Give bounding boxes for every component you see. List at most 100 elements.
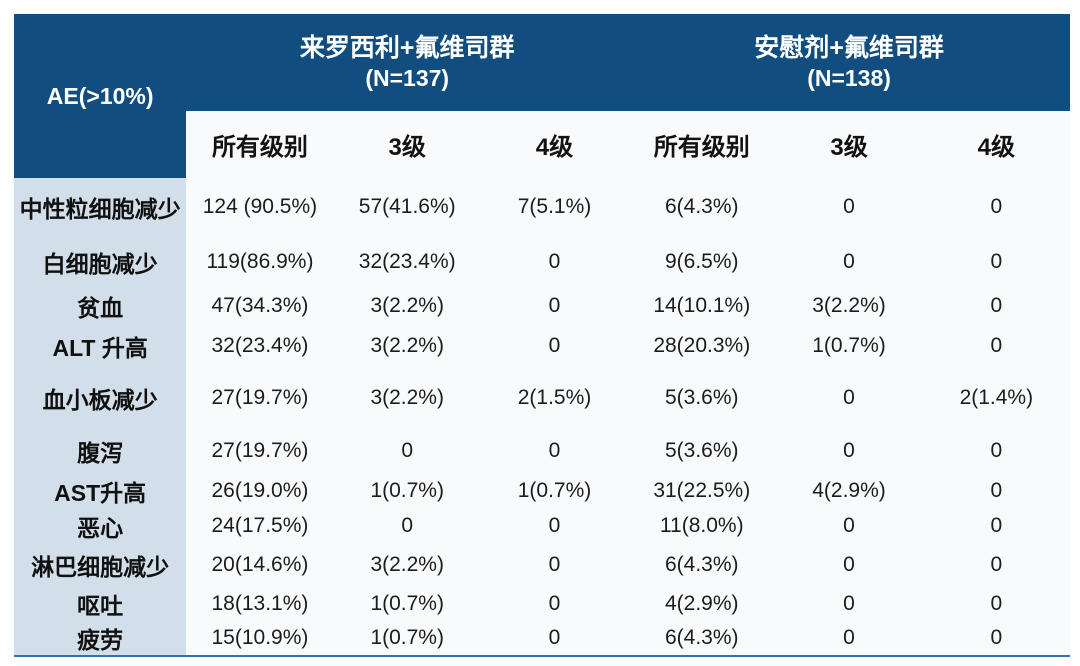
row-label: 腹泻: [14, 428, 187, 474]
value-cell: 6(4.3%): [628, 178, 776, 236]
value-cell: 11(8.0%): [628, 508, 776, 544]
value-cell: 1(0.7%): [480, 474, 629, 508]
value-cell: 0: [480, 288, 629, 324]
value-cell: 3(2.2%): [333, 544, 481, 586]
value-cell: 20(14.6%): [186, 544, 334, 586]
value-cell: 0: [922, 324, 1070, 368]
value-cell: 0: [333, 428, 481, 474]
value-cell: 0: [775, 586, 923, 621]
value-cell: 0: [480, 508, 629, 544]
value-cell: 28(20.3%): [628, 324, 776, 368]
subheader-grade3-2: 3级: [775, 111, 923, 178]
adverse-events-table: AE(>10%) 来罗西利+氟维司群 (N=137) 安慰剂+氟维司群 (N=1…: [14, 14, 1070, 657]
table-row: 白细胞减少 119(86.9%) 32(23.4%) 0 9(6.5%) 0 0: [14, 236, 1070, 288]
value-cell: 18(13.1%): [186, 586, 334, 621]
value-cell: 3(2.2%): [333, 324, 481, 368]
value-cell: 0: [922, 474, 1070, 508]
value-cell: 0: [775, 368, 923, 428]
row-label: 白细胞减少: [14, 236, 187, 288]
subheader-grade3-1: 3级: [333, 111, 481, 178]
value-cell: 0: [922, 236, 1070, 288]
value-cell: 0: [922, 178, 1070, 236]
table-body: 中性粒细胞减少 124 (90.5%) 57(41.6%) 7(5.1%) 6(4.3%…: [14, 178, 1070, 656]
value-cell: 47(34.3%): [186, 288, 334, 324]
value-cell: 4(2.9%): [775, 474, 923, 508]
row-label: 血小板减少: [14, 368, 187, 428]
table-row: ALT 升高 32(23.4%) 3(2.2%) 0 28(20.3%) 1(0.7%) 0: [14, 324, 1070, 368]
value-cell: 1(0.7%): [333, 474, 481, 508]
value-cell: 32(23.4%): [333, 236, 481, 288]
subheader-all-grades-1: 所有级别: [186, 111, 334, 178]
value-cell: 6(4.3%): [628, 544, 776, 586]
value-cell: 3(2.2%): [333, 288, 481, 324]
table-row: 恶心 24(17.5%) 0 0 11(8.0%) 0 0: [14, 508, 1070, 544]
value-cell: 0: [775, 178, 923, 236]
row-label: 疲劳: [14, 621, 187, 656]
value-cell: 0: [775, 236, 923, 288]
value-cell: 0: [333, 508, 481, 544]
value-cell: 1(0.7%): [333, 586, 481, 621]
subheader-row: 所有级别 3级 4级 所有级别 3级 4级: [14, 111, 1070, 178]
value-cell: 0: [480, 586, 629, 621]
table-row: AST升高 26(19.0%) 1(0.7%) 1(0.7%) 31(22.5%) 4(2…: [14, 474, 1070, 508]
value-cell: 0: [480, 621, 629, 656]
value-cell: 32(23.4%): [186, 324, 334, 368]
value-cell: 57(41.6%): [333, 178, 481, 236]
group-n-treatment: (N=137): [365, 64, 450, 91]
table-row: 腹泻 27(19.7%) 0 0 5(3.6%) 0 0: [14, 428, 1070, 474]
group-header-placebo: 安慰剂+氟维司群 (N=138): [628, 14, 1070, 111]
table-row: 淋巴细胞减少 20(14.6%) 3(2.2%) 0 6(4.3%) 0 0: [14, 544, 1070, 586]
value-cell: 0: [775, 544, 923, 586]
table-row: 疲劳 15(10.9%) 1(0.7%) 0 6(4.3%) 0 0: [14, 621, 1070, 656]
row-label: 恶心: [14, 508, 187, 544]
value-cell: 3(2.2%): [333, 368, 481, 428]
value-cell: 119(86.9%): [186, 236, 334, 288]
value-cell: 24(17.5%): [186, 508, 334, 544]
value-cell: 4(2.9%): [628, 586, 776, 621]
value-cell: 15(10.9%): [186, 621, 334, 656]
value-cell: 124 (90.5%): [186, 178, 334, 236]
subheader-all-grades-2: 所有级别: [628, 111, 776, 178]
value-cell: 0: [480, 324, 629, 368]
value-cell: 2(1.5%): [480, 368, 629, 428]
value-cell: 0: [480, 428, 629, 474]
group-header-treatment: 来罗西利+氟维司群 (N=137): [186, 14, 629, 111]
value-cell: 26(19.0%): [186, 474, 334, 508]
row-label: 呕吐: [14, 586, 187, 621]
group-title-treatment: 来罗西利+氟维司群: [299, 34, 515, 63]
value-cell: 5(3.6%): [628, 428, 776, 474]
value-cell: 27(19.7%): [186, 428, 334, 474]
value-cell: 0: [775, 428, 923, 474]
group-n-placebo: (N=138): [807, 64, 891, 91]
row-label: 淋巴细胞减少: [14, 544, 187, 586]
value-cell: 14(10.1%): [628, 288, 776, 324]
subheader-grade4-2: 4级: [922, 111, 1070, 178]
value-cell: 9(6.5%): [628, 236, 776, 288]
value-cell: 27(19.7%): [186, 368, 334, 428]
value-cell: 2(1.4%): [922, 368, 1070, 428]
value-cell: 6(4.3%): [628, 621, 776, 656]
value-cell: 0: [775, 508, 923, 544]
row-label: AST升高: [14, 474, 187, 508]
row-label: ALT 升高: [14, 324, 187, 368]
value-cell: 0: [922, 288, 1070, 324]
value-cell: 3(2.2%): [775, 288, 923, 324]
value-cell: 0: [775, 621, 923, 656]
value-cell: 1(0.7%): [775, 324, 923, 368]
value-cell: 7(5.1%): [480, 178, 629, 236]
row-label: 中性粒细胞减少: [14, 178, 187, 236]
value-cell: 5(3.6%): [628, 368, 776, 428]
subheader-grade4-1: 4级: [480, 111, 629, 178]
value-cell: 0: [922, 508, 1070, 544]
value-cell: 0: [922, 428, 1070, 474]
value-cell: 0: [922, 586, 1070, 621]
table-row: 中性粒细胞减少 124 (90.5%) 57(41.6%) 7(5.1%) 6(4.3%…: [14, 178, 1070, 236]
value-cell: 0: [480, 236, 629, 288]
value-cell: 0: [922, 544, 1070, 586]
corner-header-ae: AE(>10%): [14, 14, 187, 178]
table-row: 贫血 47(34.3%) 3(2.2%) 0 14(10.1%) 3(2.2%) 0: [14, 288, 1070, 324]
group-title-placebo: 安慰剂+氟维司群: [754, 34, 944, 63]
row-label: 贫血: [14, 288, 187, 324]
table-row: 血小板减少 27(19.7%) 3(2.2%) 2(1.5%) 5(3.6%) 0 2(1.…: [14, 368, 1070, 428]
